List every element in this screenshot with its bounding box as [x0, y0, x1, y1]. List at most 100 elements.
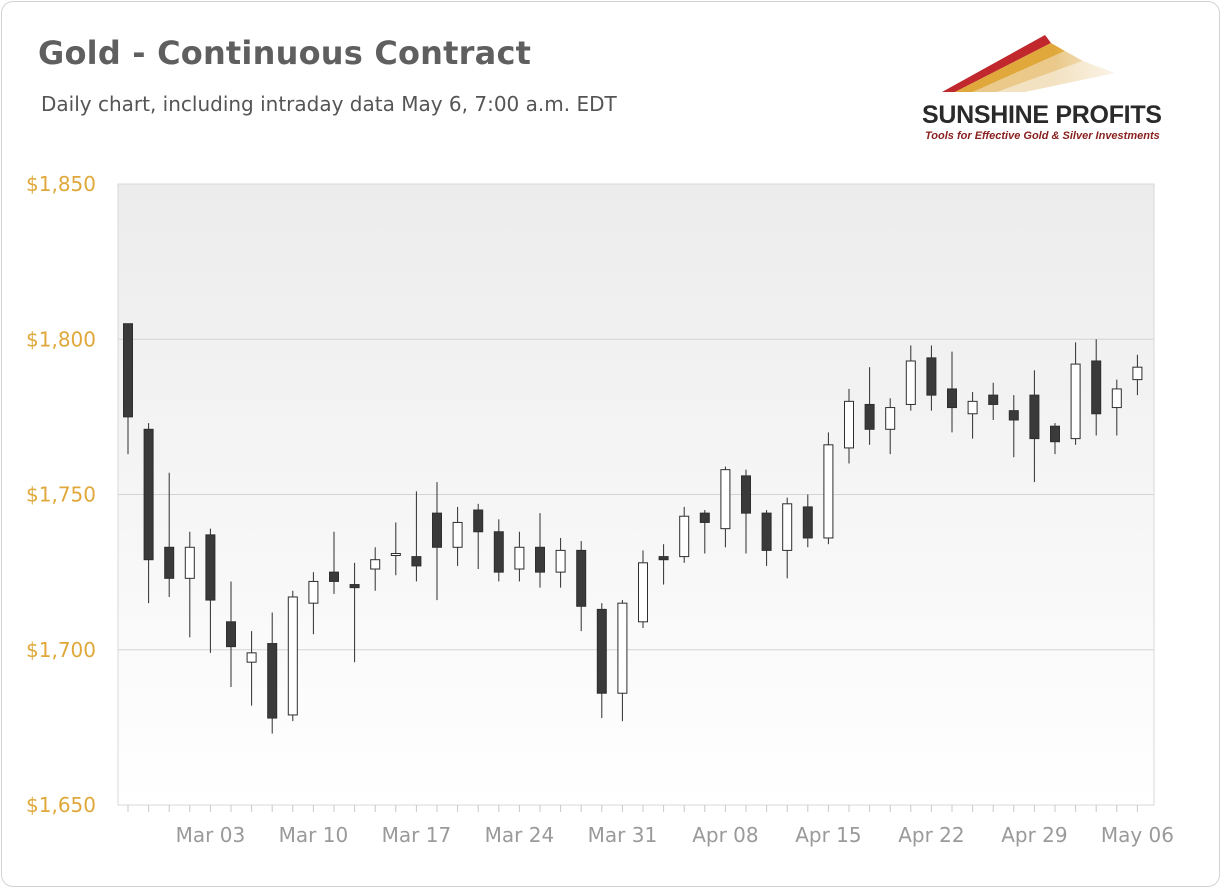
candle-body [287, 596, 298, 716]
candle-body [885, 407, 896, 430]
candle-body [926, 357, 937, 396]
candle-body [576, 549, 587, 607]
x-tick-label: Mar 10 [279, 823, 349, 847]
candle-body [699, 512, 710, 523]
candle [885, 398, 896, 455]
candle-body [1091, 360, 1102, 415]
candle-body [1029, 394, 1040, 440]
candle [1111, 379, 1122, 436]
y-tick-label: $1,750 [26, 483, 96, 507]
x-tick-label: Mar 03 [176, 823, 246, 847]
candle [184, 531, 195, 638]
candle [329, 531, 339, 594]
x-tick-label: Mar 17 [382, 823, 452, 847]
candle-body [864, 403, 875, 430]
candles [123, 323, 1143, 734]
candle [1029, 370, 1040, 483]
candle [576, 541, 587, 632]
y-tick-label: $1,700 [26, 638, 96, 662]
candle [226, 581, 236, 688]
candle [761, 510, 772, 566]
candle [555, 537, 566, 588]
candle [473, 503, 484, 570]
y-axis: $1,650 $1,700 $1,750 $1,800 $1,850 [26, 172, 96, 817]
y-tick-label: $1,800 [26, 327, 96, 351]
candle-body [452, 521, 463, 548]
candle [267, 612, 278, 734]
candle [370, 547, 381, 591]
candle-body [329, 571, 339, 582]
candle [741, 469, 751, 554]
candle-body [1111, 388, 1122, 409]
y-tick-label: $1,850 [26, 172, 96, 196]
candle-body [823, 444, 834, 539]
x-tick-label: Mar 31 [588, 823, 658, 847]
candle-body [143, 428, 154, 561]
candle-body [164, 546, 175, 579]
candle-body [555, 549, 566, 573]
candle-body [905, 360, 916, 405]
candle [514, 531, 525, 582]
candle [905, 345, 916, 411]
candle-body [246, 652, 257, 663]
candle-body [741, 475, 751, 514]
chart-subtitle: Daily chart, including intraday data May… [41, 92, 617, 116]
candle [802, 494, 813, 548]
candle-body [535, 546, 545, 573]
candle-body [658, 556, 669, 561]
candle [617, 600, 628, 722]
x-tick-label: May 06 [1101, 823, 1174, 847]
candle [1070, 342, 1081, 445]
candle-body [802, 506, 813, 539]
candle-body [493, 531, 504, 573]
x-tick-label: Apr 08 [692, 823, 758, 847]
candle [411, 491, 422, 582]
candle [452, 506, 463, 566]
chart-title: Gold - Continuous Contract [38, 34, 532, 72]
candle [1091, 339, 1102, 436]
candle-body [1132, 366, 1143, 381]
candle [432, 482, 442, 601]
candle [123, 323, 133, 455]
candle [679, 506, 690, 563]
candle-body [411, 556, 422, 567]
candle [823, 432, 834, 545]
candle [967, 392, 978, 439]
candle-body [473, 509, 484, 533]
candle-body [782, 503, 793, 551]
candle [864, 367, 875, 445]
candle-body [267, 643, 278, 719]
logo-name: SUNSHINE PROFITS [922, 101, 1162, 129]
candle-body [617, 602, 628, 694]
candle-body [514, 546, 525, 570]
candle-body [205, 534, 216, 601]
x-tick-label: Apr 22 [898, 823, 964, 847]
candle-body [720, 469, 731, 530]
y-tick-label: $1,650 [26, 793, 96, 817]
candle [947, 351, 957, 433]
candle [988, 382, 999, 420]
candle [720, 466, 731, 548]
candle [1132, 354, 1143, 396]
candle-body [432, 512, 442, 548]
candle [349, 562, 360, 663]
x-tick-label: Apr 29 [1001, 823, 1067, 847]
candle [493, 519, 504, 582]
candle [658, 544, 669, 585]
candle-body [638, 562, 648, 623]
candle-body [967, 400, 978, 415]
x-tick-label: Apr 15 [795, 823, 861, 847]
candle [143, 423, 154, 604]
candle-body [226, 621, 236, 648]
x-axis: Mar 03 Mar 10 Mar 17 Mar 24 Mar 31 Apr 08 Apr … [127, 805, 1174, 847]
candle [1050, 423, 1060, 455]
candle [390, 522, 401, 576]
candle-body [184, 546, 195, 579]
candle-body [947, 388, 957, 409]
candle [596, 603, 607, 719]
candle-body [308, 580, 319, 604]
candle-body [596, 608, 607, 694]
sunshine-profits-logo-icon [942, 30, 1145, 92]
candle [205, 528, 216, 653]
